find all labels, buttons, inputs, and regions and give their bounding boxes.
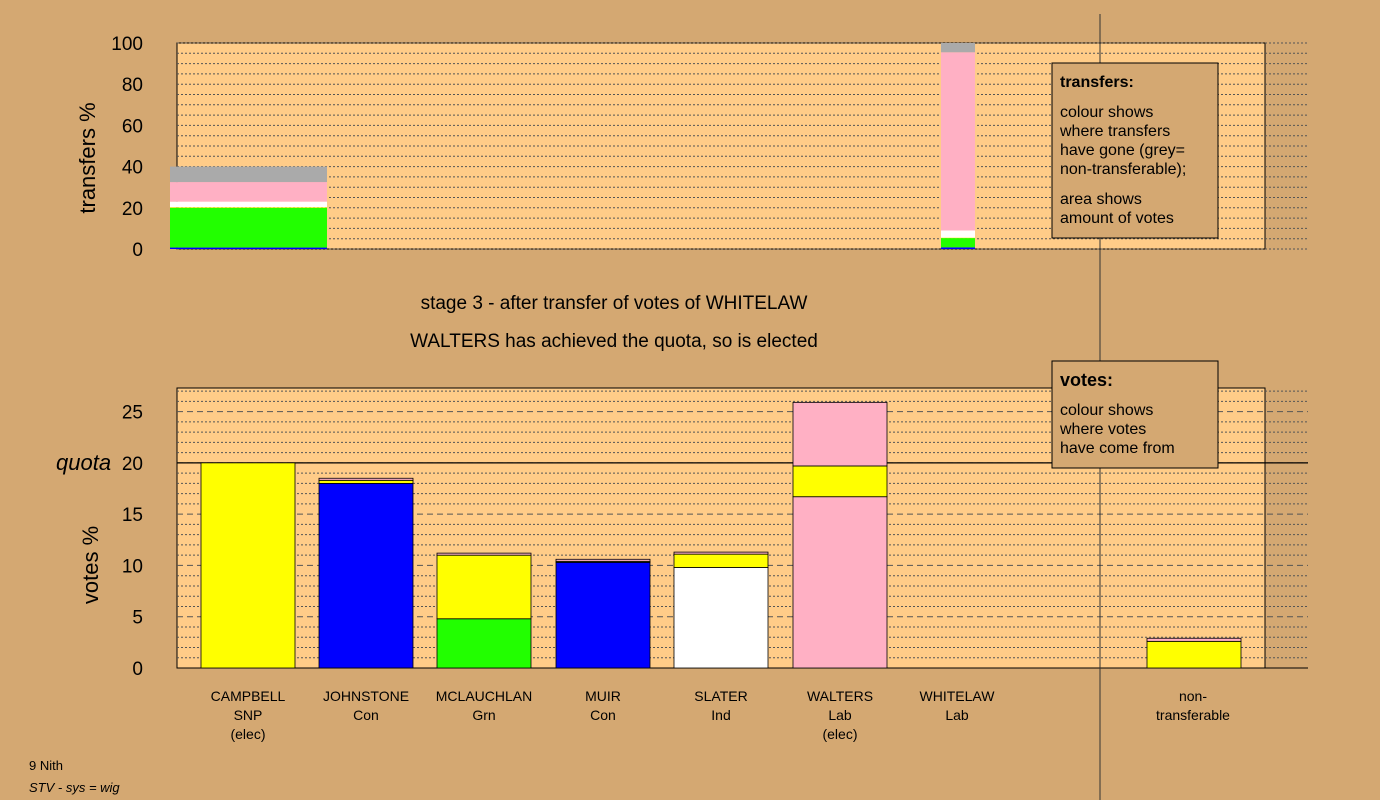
quota-label: quota [56,450,111,475]
transfer-bar-segment [941,230,975,238]
candidate-label: JOHNSTONE [323,688,409,704]
votes-y-axis-label: votes % [78,526,103,604]
transfers-legend-line: have gone (grey= [1060,142,1185,159]
votes-legend-line: have come from [1060,440,1175,457]
transfers-legend-line: colour shows [1060,104,1153,121]
transfers-legend: transfers: colour shows where transfers … [1051,62,1219,239]
vote-bar-segment [792,496,888,669]
candidate-label: WHITELAW [920,688,996,704]
transfer-bar-segment [170,207,327,248]
candidate-label: WALTERS [807,688,873,704]
transfer-bar-segment [170,182,327,202]
vote-bar-segment [673,551,769,555]
transfer-bar-segment [941,52,975,231]
vote-bar-segment [555,558,651,562]
votes-y-ticks: 0 5 10 15 20 25 [122,403,143,680]
vote-bar-segment [792,465,888,498]
y-tick-label: 10 [122,556,143,577]
candidate-label: Con [353,707,379,723]
candidate-label: SNP [234,707,263,723]
vote-bar-segment [436,618,532,669]
transfer-bar-segment [170,201,327,208]
candidate-label: MUIR [585,688,621,704]
transfers-legend-line: where transfers [1059,123,1170,140]
transfer-bar-segment [170,207,327,208]
y-tick-label: 0 [132,659,143,680]
votes-legend-line: colour shows [1060,402,1153,419]
candidate-labels: CAMPBELL SNP (elec) JOHNSTONE Con MCLAUCHLAN G… [211,688,996,742]
y-tick-label: 25 [122,403,143,424]
candidate-label: Lab [828,707,852,723]
votes-legend-title: votes: [1060,370,1113,390]
candidate-label: Grn [472,707,495,723]
vote-bar-segment [436,552,532,556]
transfer-bar-segment [170,247,327,249]
candidate-label: MCLAUCHLAN [436,688,532,704]
candidate-label: Lab [945,707,969,723]
candidate-label: (elec) [230,726,265,742]
transfers-grid [177,42,1308,250]
y-tick-label: 20 [122,454,143,475]
vote-bar-segment [436,554,532,620]
y-tick-label: 60 [122,116,143,137]
vote-bar-segment [318,479,414,484]
nontransferable-label-line1: non- [1179,688,1207,704]
y-tick-label: 5 [132,608,143,629]
transfers-bars [170,43,975,249]
transfer-bar-segment [941,43,975,53]
votes-bars [200,401,1242,669]
vote-bar-segment [318,482,414,669]
vote-bar-segment [318,477,414,481]
y-tick-label: 40 [122,158,143,179]
vote-bar-segment [1146,640,1242,669]
elected-caption: WALTERS has achieved the quota, so is el… [410,331,818,352]
vote-bar-segment [792,401,888,467]
transfers-legend-line: non-transferable); [1060,161,1186,178]
nontransferable-label-line2: transferable [1156,707,1230,723]
vote-bar-segment [555,561,651,669]
transfers-y-axis-label: transfers % [75,102,100,213]
footer-ward: 9 Nith [29,758,63,773]
y-tick-label: 15 [122,505,143,526]
transfer-bar-segment [170,166,327,183]
transfer-bar-segment [941,247,975,249]
vote-bar-segment [200,462,296,669]
transfers-y-ticks: 0 20 40 60 80 100 [111,34,143,261]
y-tick-label: 20 [122,199,143,220]
vote-bar-segment [673,553,769,568]
candidate-label: Ind [711,707,730,723]
stage-caption: stage 3 - after transfer of votes of WHI… [421,293,808,314]
candidate-label: Con [590,707,616,723]
transfers-legend-title: transfers: [1060,74,1134,91]
transfer-bar-segment [941,238,975,248]
candidate-label: SLATER [694,688,747,704]
y-tick-label: 80 [122,75,143,96]
footer-system: STV - sys = wig [29,780,120,795]
transfers-legend-line: area shows [1060,191,1142,208]
candidate-label: CAMPBELL [211,688,286,704]
transfers-legend-line: amount of votes [1060,210,1174,227]
votes-legend-line: where votes [1059,421,1146,438]
vote-bar-segment [1146,637,1242,642]
y-tick-label: 0 [132,240,143,261]
candidate-label: (elec) [822,726,857,742]
votes-legend: votes: colour shows where votes have com… [1051,360,1219,469]
y-tick-label: 100 [111,34,143,55]
vote-bar-segment [673,567,769,669]
